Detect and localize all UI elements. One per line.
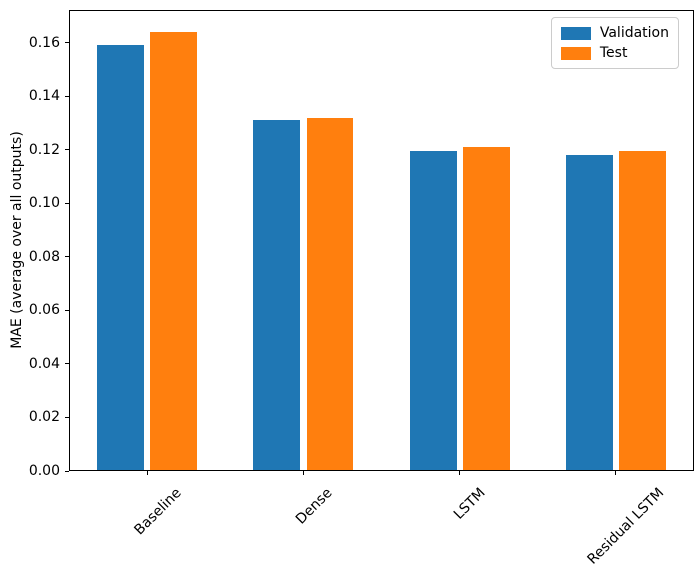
x-tick-label-dense: Dense [292,485,336,528]
x-tick-mark [302,471,304,475]
x-tick-mark [146,471,148,475]
y-tick-mark [65,256,69,258]
legend-swatch-test [560,46,591,60]
y-tick-mark [65,363,69,365]
bar-test-baseline [150,31,198,471]
x-tick-mark [615,471,617,475]
legend-entry-test: Test [560,43,669,63]
y-tick-mark [65,95,69,97]
plot-area [69,10,694,471]
y-tick-label: 0.04 [28,355,60,372]
y-tick-mark [65,202,69,204]
x-tick-label-lstm: LSTM [451,485,490,523]
legend-swatch-validation [560,26,591,40]
y-tick-label: 0.16 [28,34,60,51]
y-tick-label: 0.10 [28,195,60,212]
y-tick-mark [65,309,69,311]
y-tick-mark [65,470,69,472]
x-tick-mark [459,471,461,475]
bar-test-residual-lstm [619,151,666,471]
y-tick-label: 0.00 [28,463,60,479]
legend: Validation Test [550,17,679,69]
x-tick-label-residual-lstm: Residual LSTM [584,485,668,568]
y-tick-mark [65,149,69,151]
bar-test-dense [306,117,354,471]
y-tick-mark [65,416,69,418]
y-tick-label: 0.08 [28,248,60,265]
legend-label-test: Test [599,45,628,61]
y-tick-label: 0.12 [28,141,60,158]
bar-test-lstm [462,147,510,471]
y-tick-label: 0.06 [28,302,60,319]
legend-label-validation: Validation [599,25,669,41]
y-tick-mark [65,42,69,44]
bar-validation-lstm [409,151,457,471]
bar-validation-baseline [97,45,144,471]
bar-validation-dense [253,120,301,471]
legend-entry-validation: Validation [560,23,669,43]
bar-validation-residual-lstm [565,155,613,471]
x-tick-label-baseline: Baseline [131,485,185,539]
y-tick-label: 0.02 [28,409,60,426]
y-tick-label: 0.14 [28,88,60,105]
